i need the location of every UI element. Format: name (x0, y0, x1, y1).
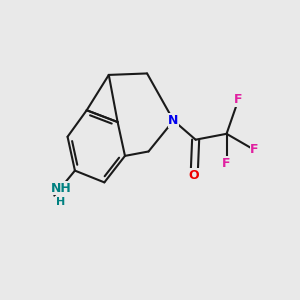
Text: N: N (168, 114, 179, 127)
Text: H: H (56, 196, 65, 206)
Text: F: F (250, 143, 259, 157)
Text: F: F (234, 93, 243, 106)
Text: F: F (222, 157, 231, 170)
Text: NH: NH (51, 182, 72, 195)
Text: O: O (189, 169, 200, 182)
